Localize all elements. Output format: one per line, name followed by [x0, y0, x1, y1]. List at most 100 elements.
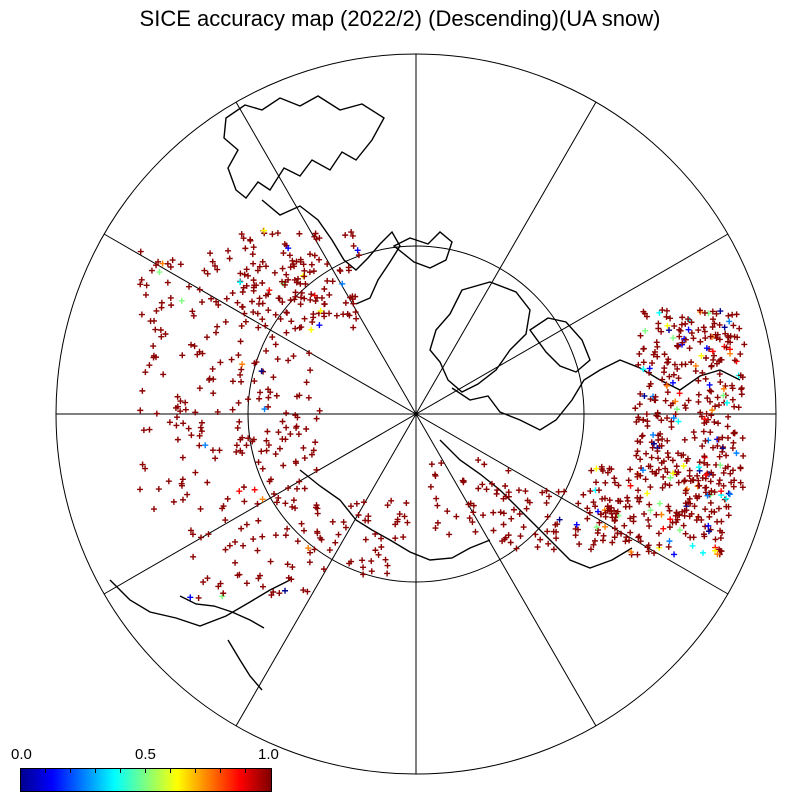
accuracy-marker — [274, 356, 281, 363]
coastline-east-asia — [109, 579, 291, 627]
accuracy-marker — [661, 369, 668, 376]
accuracy-marker — [272, 451, 279, 458]
accuracy-marker — [222, 546, 229, 553]
accuracy-marker — [172, 404, 179, 411]
accuracy-marker — [283, 410, 290, 417]
accuracy-marker — [543, 499, 550, 506]
accuracy-marker — [658, 511, 665, 518]
accuracy-marker — [258, 368, 265, 375]
accuracy-marker — [726, 318, 733, 325]
accuracy-marker — [671, 323, 678, 330]
accuracy-marker — [705, 528, 712, 535]
accuracy-marker — [725, 434, 732, 441]
accuracy-marker — [198, 419, 205, 426]
colorbar-max-label: 1.0 — [258, 746, 279, 763]
accuracy-marker — [727, 350, 734, 357]
accuracy-marker — [735, 404, 742, 411]
accuracy-marker — [301, 267, 308, 274]
accuracy-marker — [326, 291, 333, 298]
accuracy-marker — [665, 503, 672, 510]
accuracy-marker — [335, 531, 342, 538]
accuracy-marker — [298, 294, 305, 301]
accuracy-marker — [692, 368, 699, 375]
accuracy-marker — [713, 335, 720, 342]
accuracy-marker — [600, 532, 607, 539]
accuracy-marker — [709, 324, 716, 331]
accuracy-marker — [555, 488, 562, 495]
accuracy-marker — [138, 311, 145, 318]
accuracy-marker — [611, 479, 618, 486]
accuracy-marker — [165, 478, 172, 485]
accuracy-marker — [329, 518, 336, 525]
accuracy-marker — [226, 255, 233, 262]
accuracy-marker — [702, 375, 709, 382]
accuracy-marker — [293, 424, 300, 431]
accuracy-marker — [690, 335, 697, 342]
accuracy-marker — [614, 530, 621, 537]
accuracy-marker — [382, 556, 389, 563]
accuracy-marker — [644, 423, 651, 430]
accuracy-marker — [575, 500, 582, 507]
accuracy-marker — [137, 407, 144, 414]
accuracy-marker — [275, 429, 282, 436]
accuracy-marker — [301, 315, 308, 322]
accuracy-marker — [348, 229, 355, 236]
accuracy-marker — [164, 279, 171, 286]
accuracy-marker — [655, 320, 662, 327]
accuracy-marker — [669, 457, 676, 464]
accuracy-marker — [660, 473, 667, 480]
accuracy-marker — [627, 548, 634, 555]
accuracy-marker — [214, 408, 221, 415]
accuracy-marker — [332, 539, 339, 546]
accuracy-marker — [263, 347, 270, 354]
accuracy-marker — [272, 341, 279, 348]
accuracy-marker — [650, 440, 657, 447]
accuracy-marker — [241, 271, 248, 278]
accuracy-marker — [602, 479, 609, 486]
accuracy-marker — [665, 359, 672, 366]
accuracy-marker — [238, 366, 245, 373]
accuracy-marker — [237, 270, 244, 277]
accuracy-marker — [403, 500, 410, 507]
accuracy-marker — [640, 345, 647, 352]
accuracy-marker — [729, 396, 736, 403]
accuracy-marker — [222, 318, 229, 325]
accuracy-marker — [611, 534, 618, 541]
accuracy-marker — [672, 512, 679, 519]
accuracy-marker — [662, 397, 669, 404]
accuracy-marker — [673, 509, 680, 516]
accuracy-marker — [151, 317, 158, 324]
accuracy-marker — [515, 487, 522, 494]
accuracy-marker — [623, 534, 630, 541]
colorbar-mid-label: 0.5 — [135, 746, 156, 763]
accuracy-marker — [285, 485, 292, 492]
accuracy-marker — [684, 455, 691, 462]
accuracy-marker — [594, 508, 601, 515]
accuracy-marker — [720, 469, 727, 476]
accuracy-marker — [372, 531, 379, 538]
accuracy-marker — [470, 502, 477, 509]
accuracy-marker — [637, 456, 644, 463]
accuracy-marker — [702, 489, 709, 496]
accuracy-marker — [479, 481, 486, 488]
accuracy-marker — [553, 535, 560, 542]
accuracy-marker — [646, 365, 653, 372]
accuracy-marker — [316, 322, 323, 329]
accuracy-marker — [148, 267, 155, 274]
accuracy-marker — [587, 546, 594, 553]
accuracy-marker — [153, 410, 160, 417]
accuracy-marker — [730, 483, 737, 490]
accuracy-marker — [625, 477, 632, 484]
accuracy-marker — [647, 484, 654, 491]
accuracy-marker — [254, 547, 261, 554]
accuracy-marker — [249, 251, 256, 258]
accuracy-marker — [671, 551, 678, 558]
accuracy-marker — [259, 258, 266, 265]
accuracy-marker — [240, 542, 247, 549]
accuracy-marker — [237, 338, 244, 345]
accuracy-marker — [706, 513, 713, 520]
accuracy-marker — [384, 570, 391, 577]
accuracy-marker — [268, 592, 275, 599]
accuracy-marker — [713, 310, 720, 317]
accuracy-marker — [195, 594, 202, 601]
